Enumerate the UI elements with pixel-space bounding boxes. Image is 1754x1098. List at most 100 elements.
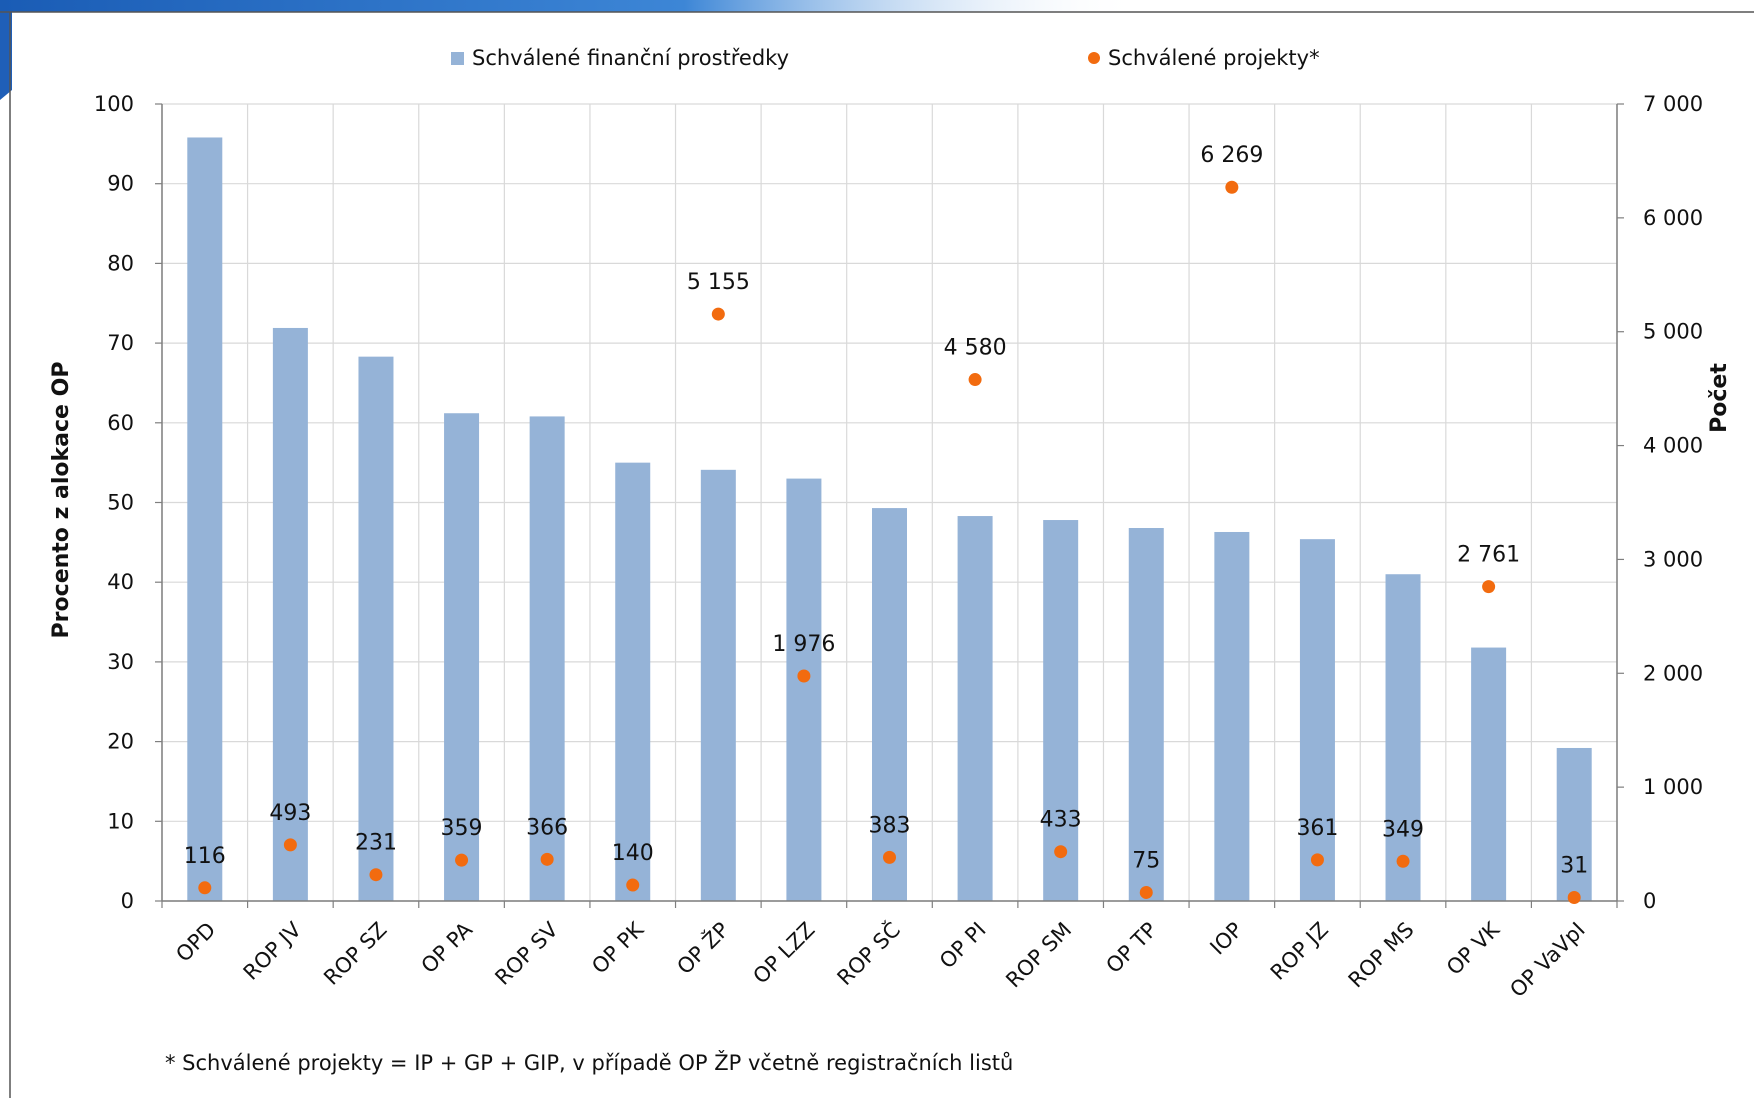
bar bbox=[1299, 539, 1335, 901]
category-label: ROP JV bbox=[239, 917, 307, 985]
category-label: ROP SČ bbox=[832, 917, 905, 990]
data-point bbox=[1396, 854, 1410, 868]
bar bbox=[358, 356, 394, 901]
right-tick-label: 4 000 bbox=[1643, 434, 1703, 458]
bar bbox=[872, 508, 907, 901]
bar bbox=[1128, 528, 1164, 901]
left-tick-label: 90 bbox=[107, 172, 134, 196]
legend-bar-label: Schválené finanční prostředky bbox=[472, 46, 789, 70]
category-label: OP TP bbox=[1101, 918, 1161, 978]
data-label: 116 bbox=[184, 844, 226, 869]
bar bbox=[957, 516, 993, 901]
right-tick-label: 5 000 bbox=[1643, 320, 1703, 344]
data-point bbox=[1482, 580, 1496, 594]
data-label: 1 976 bbox=[772, 632, 835, 657]
data-point bbox=[883, 850, 896, 864]
bar bbox=[444, 413, 480, 901]
bar bbox=[615, 462, 651, 901]
right-axis-title: Počet bbox=[1707, 363, 1732, 433]
data-point bbox=[369, 868, 383, 882]
left-tick-label: 70 bbox=[107, 331, 134, 355]
bar bbox=[1385, 574, 1421, 901]
left-tick-label: 50 bbox=[107, 491, 134, 515]
bar bbox=[187, 137, 223, 901]
right-tick-label: 1 000 bbox=[1643, 775, 1703, 799]
data-label: 31 bbox=[1560, 853, 1588, 878]
bar bbox=[1043, 520, 1079, 901]
data-label: 4 580 bbox=[944, 336, 1007, 361]
data-label: 366 bbox=[526, 815, 568, 840]
left-axis-ticks: 0 10 20 30 40 50 60 70 80 90 100 bbox=[94, 92, 134, 913]
data-label: 2 761 bbox=[1457, 543, 1520, 568]
category-label: OP PK bbox=[587, 917, 649, 979]
data-label: 349 bbox=[1382, 817, 1424, 842]
data-point bbox=[1567, 890, 1581, 904]
category-label: ROP MS bbox=[1344, 918, 1419, 993]
data-label: 493 bbox=[269, 801, 311, 826]
data-label: 383 bbox=[869, 813, 911, 838]
data-point bbox=[455, 853, 469, 867]
right-tick-label: 3 000 bbox=[1643, 547, 1703, 571]
category-labels: OPD ROP JV ROP SZ OP PA ROP SV OP PK OP ŽP OP L… bbox=[171, 917, 1589, 1002]
data-point bbox=[1225, 180, 1239, 194]
dot-series: 116 493 231 359 366 140 5 155 1 976 383 4 580 433 7… bbox=[184, 143, 1588, 904]
category-label: ROP JZ bbox=[1266, 918, 1333, 985]
category-label: OP VaVpI bbox=[1505, 918, 1589, 1002]
right-tick-label: 7 000 bbox=[1643, 92, 1703, 116]
axes bbox=[155, 103, 1624, 908]
category-label: OPD bbox=[171, 918, 220, 967]
bar bbox=[1214, 531, 1250, 901]
left-tick-label: 40 bbox=[107, 570, 134, 594]
data-label: 231 bbox=[355, 831, 397, 856]
data-point bbox=[626, 878, 640, 892]
bar bbox=[700, 469, 736, 901]
right-axis-ticks: 0 1 000 2 000 3 000 4 000 5 000 6 000 7 000 bbox=[1643, 92, 1703, 913]
data-label: 433 bbox=[1040, 808, 1082, 833]
bar bbox=[529, 416, 565, 901]
category-label: OP LZZ bbox=[748, 918, 819, 989]
left-tick-label: 20 bbox=[107, 730, 134, 754]
bar bbox=[1556, 747, 1592, 901]
top-banner bbox=[0, 0, 1140, 12]
data-point bbox=[198, 881, 212, 895]
left-tick-label: 30 bbox=[107, 650, 134, 674]
right-tick-label: 2 000 bbox=[1643, 661, 1703, 685]
data-point bbox=[540, 852, 554, 866]
category-label: ROP SV bbox=[490, 917, 563, 990]
bar bbox=[786, 478, 822, 901]
bar-series bbox=[187, 137, 1592, 901]
legend-bar-swatch bbox=[451, 52, 464, 65]
left-tick-label: 100 bbox=[94, 92, 134, 116]
right-tick-label: 0 bbox=[1643, 889, 1656, 913]
left-tick-label: 60 bbox=[107, 411, 134, 435]
data-label: 75 bbox=[1132, 848, 1160, 873]
data-point bbox=[711, 307, 725, 321]
right-tick-label: 6 000 bbox=[1643, 206, 1703, 230]
data-label: 359 bbox=[441, 816, 483, 841]
category-label: ROP SZ bbox=[319, 918, 391, 990]
data-label: 6 269 bbox=[1200, 143, 1263, 168]
left-tick-label: 0 bbox=[121, 889, 134, 913]
category-label: OP PA bbox=[417, 917, 478, 978]
data-point bbox=[1139, 885, 1153, 899]
data-label: 5 155 bbox=[687, 270, 750, 295]
legend-dot-swatch bbox=[1088, 52, 1100, 64]
data-point bbox=[1054, 845, 1068, 859]
data-label: 361 bbox=[1296, 816, 1338, 841]
category-label: IOP bbox=[1205, 918, 1247, 960]
left-axis-title: Procento z alokace OP bbox=[49, 362, 74, 639]
legend-dot-label: Schválené projekty* bbox=[1108, 46, 1320, 70]
left-tick-label: 10 bbox=[107, 809, 134, 833]
bar bbox=[272, 327, 308, 901]
footnote: * Schválené projekty = IP + GP + GIP, v … bbox=[165, 1050, 1013, 1075]
left-tick-label: 80 bbox=[107, 251, 134, 275]
category-label: OP ŽP bbox=[672, 917, 734, 979]
data-point bbox=[797, 669, 811, 683]
data-point bbox=[283, 838, 297, 852]
left-banner-edge bbox=[0, 12, 12, 100]
category-label: ROP SM bbox=[1001, 918, 1076, 993]
category-label: OP PI bbox=[935, 918, 991, 974]
category-label: OP VK bbox=[1442, 917, 1505, 980]
